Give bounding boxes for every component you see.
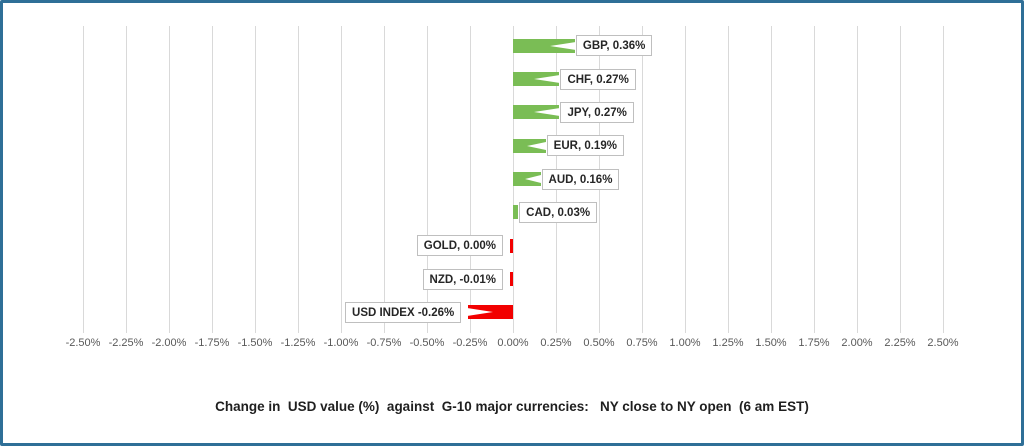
- x-tick-label: 1.00%: [669, 337, 701, 349]
- gridline: [83, 26, 84, 333]
- callout-pointer-gbp: [549, 41, 576, 50]
- data-label-nzd: NZD, -0.01%: [422, 269, 503, 290]
- gridline: [470, 26, 471, 333]
- bar-nzd: [510, 272, 513, 286]
- x-tick-label: 0.25%: [540, 337, 572, 349]
- chart-title: Change in USD value (%) against G-10 maj…: [215, 399, 809, 414]
- x-tick-label: -1.25%: [280, 337, 316, 349]
- gridline: [728, 26, 729, 333]
- callout-pointer-chf: [534, 75, 561, 83]
- x-tick-label: 2.25%: [884, 337, 916, 349]
- x-tick-label: -1.00%: [323, 337, 359, 349]
- x-tick-label: -1.75%: [194, 337, 230, 349]
- callout-pointer-eur: [527, 141, 547, 150]
- x-tick-label: -1.50%: [237, 337, 273, 349]
- x-tick-label: 0.50%: [583, 337, 615, 349]
- gridline: [771, 26, 772, 333]
- x-tick-label: -0.50%: [409, 337, 445, 349]
- data-label-aud: AUD, 0.16%: [541, 169, 620, 190]
- bar-cad: [513, 205, 519, 220]
- callout-pointer-aud: [525, 175, 541, 183]
- gridline: [814, 26, 815, 333]
- data-label-chf: CHF, 0.27%: [560, 69, 636, 90]
- x-tick-label: -0.25%: [452, 337, 488, 349]
- data-label-eur: EUR, 0.19%: [546, 135, 624, 156]
- x-tick-label: 1.25%: [712, 337, 744, 349]
- gridline: [255, 26, 256, 333]
- gridline: [384, 26, 385, 333]
- gridline: [341, 26, 342, 333]
- gridline: [169, 26, 170, 333]
- x-tick-label: 2.00%: [841, 337, 873, 349]
- gridline: [900, 26, 901, 333]
- callout-pointer-jpy: [534, 108, 561, 117]
- data-label-gbp: GBP, 0.36%: [575, 35, 653, 56]
- x-tick-label: 2.50%: [927, 337, 959, 349]
- data-label-gold: GOLD, 0.00%: [416, 235, 503, 256]
- x-tick-label: -0.75%: [366, 337, 402, 349]
- gridline: [642, 26, 643, 333]
- gridline: [685, 26, 686, 333]
- data-label-cad: CAD, 0.03%: [519, 202, 598, 223]
- x-tick-label: -2.00%: [151, 337, 187, 349]
- x-tick-label: -2.25%: [108, 337, 144, 349]
- gridline: [943, 26, 944, 333]
- bar-gold: [510, 238, 513, 253]
- gridline: [126, 26, 127, 333]
- gridline: [212, 26, 213, 333]
- data-label-usd-index: USD INDEX -0.26%: [345, 302, 462, 323]
- gridline: [298, 26, 299, 333]
- x-tick-label: 0.75%: [626, 337, 658, 349]
- x-tick-label: 1.50%: [755, 337, 787, 349]
- gridline: [857, 26, 858, 333]
- callout-pointer-usd-index: [467, 308, 494, 317]
- data-label-jpy: JPY, 0.27%: [560, 102, 634, 123]
- x-tick-label: 1.75%: [798, 337, 830, 349]
- gridline: [427, 26, 428, 333]
- x-tick-label: -2.50%: [65, 337, 101, 349]
- x-tick-label: 0.00%: [497, 337, 529, 349]
